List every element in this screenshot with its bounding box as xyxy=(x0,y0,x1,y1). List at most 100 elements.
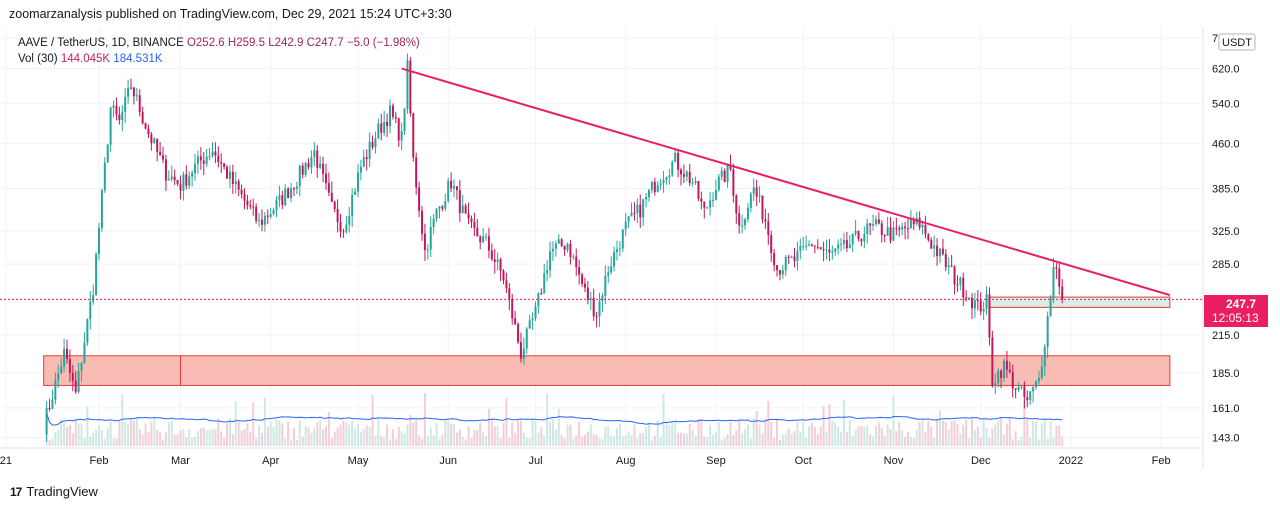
volume-bar xyxy=(685,433,688,446)
candle-body xyxy=(246,200,249,206)
candle-body xyxy=(505,280,508,289)
candle-body xyxy=(65,348,68,360)
volume-bar xyxy=(621,436,624,446)
candle-body xyxy=(499,259,502,271)
volume-bar xyxy=(470,437,473,446)
candle-body xyxy=(968,297,971,299)
volume-bar xyxy=(615,428,618,446)
volume-bar xyxy=(563,438,566,446)
candle-body xyxy=(848,244,851,249)
candle-body xyxy=(95,254,98,296)
volume-bar xyxy=(950,421,953,446)
candle-body xyxy=(560,239,563,247)
volume-bar xyxy=(400,431,403,446)
volume-bar xyxy=(959,433,962,446)
candle-body xyxy=(877,219,880,224)
volume-bar xyxy=(819,426,822,446)
x-tick-label: Feb xyxy=(1152,455,1171,467)
candle-body xyxy=(345,224,348,232)
volume-bar xyxy=(266,426,269,446)
volume-bar xyxy=(895,431,898,446)
volume-bar xyxy=(531,418,534,446)
price-chart[interactable]: 700.0620.0540.0460.0385.0325.0285.0215.0… xyxy=(0,27,1280,470)
candle-body xyxy=(1040,366,1043,379)
volume-bar xyxy=(822,406,825,446)
candle-body xyxy=(60,366,63,374)
candle-body xyxy=(191,173,194,177)
candle-body xyxy=(613,251,616,267)
volume-bar xyxy=(979,437,982,446)
candle-body xyxy=(348,215,351,225)
volume-bar xyxy=(1000,418,1003,446)
volume-bar xyxy=(799,431,802,446)
candle-body xyxy=(412,113,415,158)
candle-body xyxy=(726,165,729,183)
currency-badge[interactable]: USDT xyxy=(1218,33,1256,51)
volume-bar xyxy=(118,421,121,446)
volume-bar xyxy=(231,434,234,446)
candle-body xyxy=(450,180,453,189)
volume-bar xyxy=(549,422,552,446)
candle-body xyxy=(330,192,333,202)
volume-bar xyxy=(764,418,767,446)
candle-body xyxy=(176,180,179,185)
candle-body xyxy=(240,189,243,195)
volume-bar xyxy=(776,419,779,446)
volume-bar xyxy=(630,435,633,446)
volume-bar xyxy=(909,436,912,446)
volume-bar xyxy=(671,421,674,446)
volume-bar xyxy=(74,419,77,446)
volume-bar xyxy=(1052,438,1055,446)
volume-bar xyxy=(356,424,359,446)
candle-body xyxy=(697,181,700,199)
volume-bar xyxy=(613,436,616,446)
candle-body xyxy=(956,284,959,286)
volume-bar xyxy=(464,439,467,446)
volume-bar xyxy=(278,420,281,446)
price-tag: 247.7 12:05:13 xyxy=(1204,295,1268,327)
volume-bar xyxy=(499,438,502,446)
candle-body xyxy=(816,246,819,248)
volume-bar xyxy=(130,418,133,446)
tradingview-footer[interactable]: 17 TradingView xyxy=(10,484,98,499)
volume-bar xyxy=(723,438,726,446)
volume-bar xyxy=(86,406,89,446)
candle-body xyxy=(301,165,304,175)
candle-body xyxy=(892,227,895,241)
candle-body xyxy=(953,266,956,285)
candle-body xyxy=(898,228,901,230)
candle-body xyxy=(51,399,54,409)
candle-body xyxy=(653,181,656,193)
candle-body xyxy=(656,185,659,193)
volume-bar xyxy=(694,435,697,446)
candle-body xyxy=(237,181,240,190)
volume-bar xyxy=(1020,436,1023,446)
volume-bar xyxy=(345,422,348,446)
candle-body xyxy=(566,243,569,250)
candle-body xyxy=(441,206,444,209)
y-tick-label: 325.0 xyxy=(1212,226,1240,238)
volume-bar xyxy=(505,397,508,446)
volume-bar xyxy=(904,436,907,446)
candle-body xyxy=(764,219,767,222)
volume-bar xyxy=(1008,418,1011,446)
volume-bar xyxy=(703,436,706,446)
volume-bar xyxy=(662,393,665,446)
candle-body xyxy=(831,251,834,253)
candle-body xyxy=(173,176,176,181)
volume-bar xyxy=(150,422,153,446)
candle-body xyxy=(1000,370,1003,379)
volume-bar xyxy=(1058,425,1061,446)
volume-bar xyxy=(412,422,415,446)
candle-body xyxy=(738,213,741,226)
volume-bar xyxy=(252,402,255,446)
volume-bar xyxy=(54,432,57,446)
volume-bar xyxy=(519,420,522,446)
volume-bar xyxy=(761,433,764,446)
candle-body xyxy=(188,176,191,186)
volume-bar xyxy=(994,424,997,446)
candle-body xyxy=(543,273,546,294)
volume-bar xyxy=(1026,418,1029,446)
volume-bar xyxy=(755,411,758,446)
volume-bar xyxy=(528,438,531,446)
